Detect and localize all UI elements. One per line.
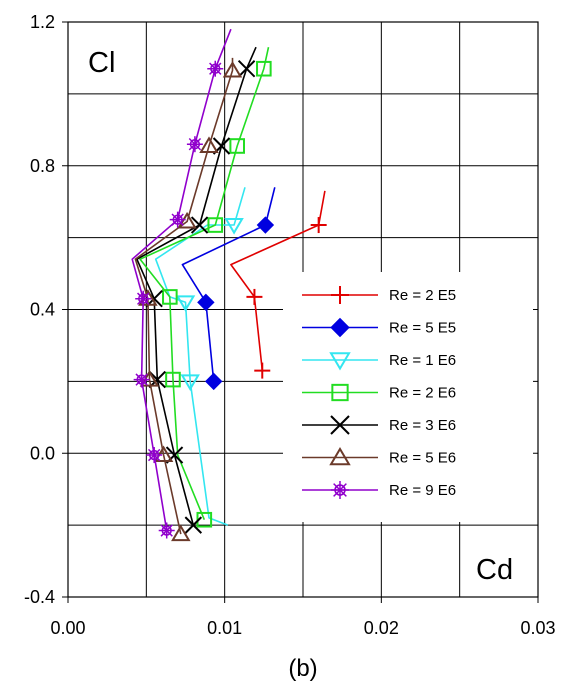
x-tick-label: 0.00 (50, 618, 85, 638)
y-tick-label: 0.4 (30, 300, 55, 320)
triangle-down-marker (329, 352, 351, 371)
triangle-up-marker (329, 446, 351, 466)
triangle-up-marker (199, 136, 219, 153)
triangle-down-marker (175, 295, 196, 312)
asterisk-marker-spoke (209, 62, 222, 75)
square-marker (331, 383, 349, 402)
series-line (181, 187, 276, 382)
series-re-5-e5 (181, 187, 276, 391)
legend-label: Re = 2 E5 (389, 287, 456, 304)
legend-item: Re = 9 E6 (302, 481, 456, 499)
y-tick-label: 0.0 (30, 443, 55, 463)
y-corner-label: Cl (88, 47, 115, 79)
series-line (134, 57, 234, 535)
x-tick-label: 0.01 (207, 618, 242, 638)
x-marker-b (190, 216, 209, 234)
triangle-up-marker (177, 211, 197, 229)
series-line (131, 28, 232, 531)
legend-label: Re = 9 E6 (389, 482, 456, 499)
asterisk-marker-spoke (333, 483, 347, 497)
triangle-up-marker (153, 445, 174, 463)
diamond-marker (330, 317, 350, 338)
legend-background (283, 272, 533, 522)
legend-label: Re = 1 E6 (389, 352, 456, 369)
triangle-down-marker (224, 218, 244, 235)
diamond-marker (256, 216, 275, 234)
triangle-down-marker (180, 374, 200, 391)
square-marker (165, 371, 181, 388)
legend-box (283, 272, 533, 522)
series-line (136, 46, 257, 526)
x-tick-label: 0.03 (520, 618, 555, 638)
legend-item: Re = 2 E6 (302, 383, 456, 402)
asterisk-marker-spoke (160, 524, 173, 537)
axis-ticks: 0.00 0.01 0.02 0.03 1.2 0.8 0.4 0.0 -0.4 (24, 12, 556, 638)
legend-item: Re = 1 E6 (302, 352, 456, 371)
legend: Re = 2 E5 Re = 5 E5 Re = 1 E6 Re = 2 E6 Re =… (302, 286, 456, 499)
asterisk-marker-spoke (188, 138, 202, 151)
legend-item: Re = 3 E6 (302, 415, 456, 435)
series-re-2-e5 (230, 190, 327, 379)
legend-label: Re = 3 E6 (389, 417, 456, 434)
asterisk-marker-spoke (137, 292, 150, 305)
diamond-marker (204, 372, 223, 391)
legend-label: Re = 5 E6 (389, 450, 456, 467)
x-marker-b (237, 60, 256, 78)
asterisk-marker-spoke (135, 373, 148, 386)
asterisk-marker-spoke (171, 213, 184, 226)
square-marker (207, 217, 224, 233)
series-re-3-e6 (136, 46, 257, 534)
y-tick-label: 1.2 (30, 12, 55, 32)
x-marker-b (330, 415, 350, 435)
square-marker (162, 289, 178, 305)
square-marker (256, 60, 272, 77)
y-tick-label: 0.8 (30, 156, 55, 176)
series-line (230, 190, 326, 371)
asterisk-marker-spoke (147, 448, 161, 462)
square-marker (229, 138, 245, 154)
legend-item: Re = 2 E5 (302, 286, 456, 304)
y-tick-label: -0.4 (24, 587, 55, 607)
x-marker-b (184, 516, 203, 534)
series-group (131, 28, 327, 542)
x-corner-label: Cd (476, 554, 513, 586)
legend-item: Re = 5 E6 (302, 446, 456, 467)
legend-item: Re = 5 E5 (302, 317, 456, 338)
triangle-up-marker (171, 524, 191, 542)
series-re-9-e6 (131, 28, 232, 539)
series-line (139, 47, 270, 521)
figure-caption: (b) (288, 655, 317, 682)
triangle-up-marker (222, 60, 243, 78)
legend-label: Re = 2 E6 (389, 385, 456, 402)
x-tick-label: 0.02 (364, 618, 399, 638)
diamond-marker (197, 293, 215, 312)
legend-label: Re = 5 E5 (389, 320, 456, 337)
